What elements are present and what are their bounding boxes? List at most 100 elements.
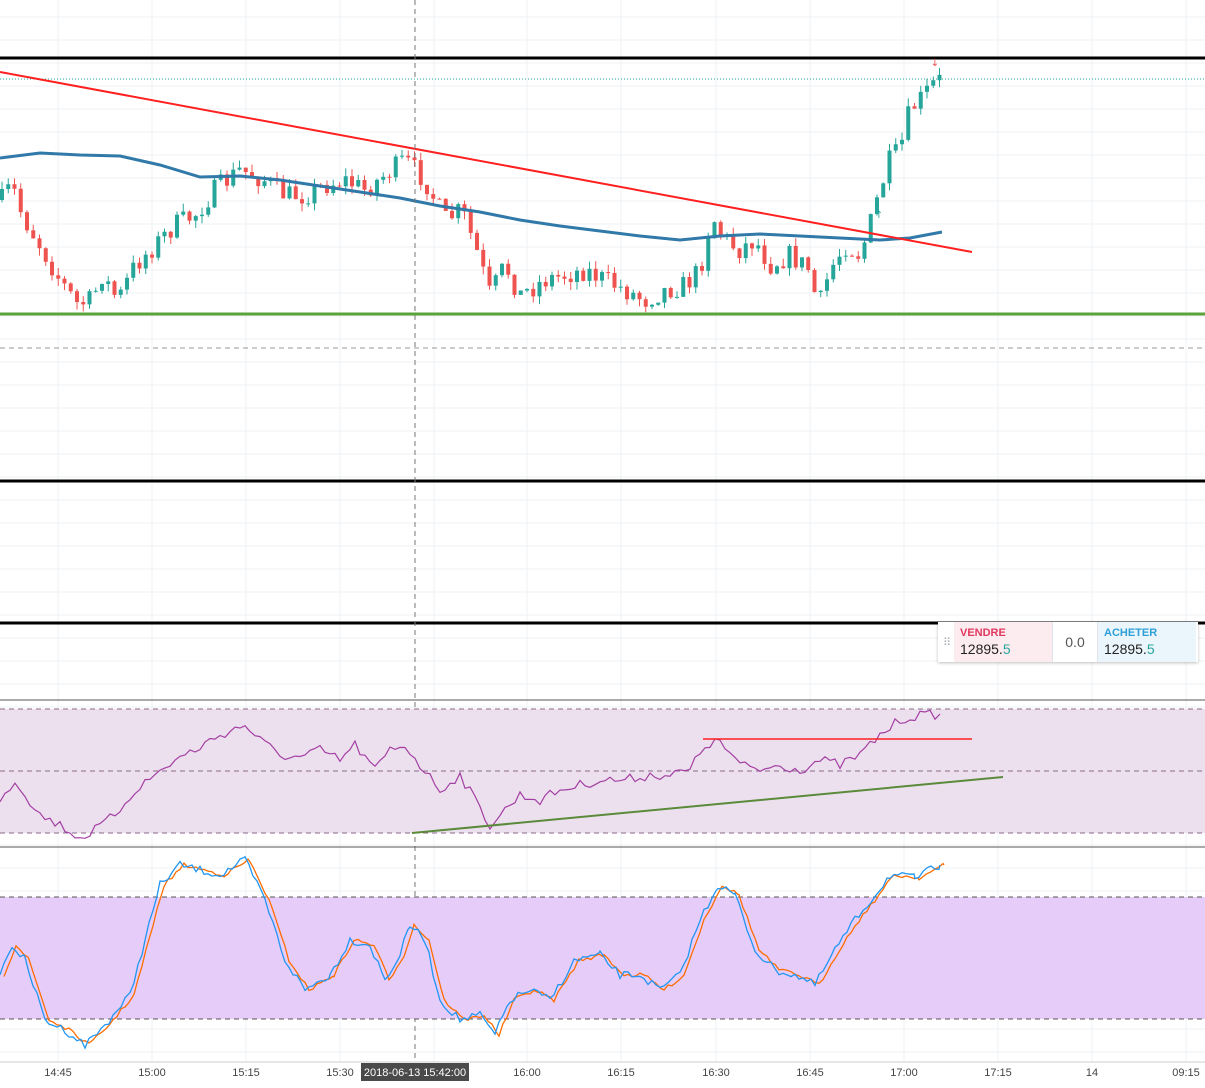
candle-body	[468, 211, 473, 233]
candle-body	[843, 255, 848, 257]
candle-body	[400, 155, 404, 157]
candle-body	[306, 203, 311, 205]
candle-body	[287, 186, 292, 199]
candle-body	[512, 274, 517, 295]
time-tick-label: 16:15	[607, 1067, 635, 1079]
candle-body	[356, 180, 361, 187]
candle-body	[106, 281, 111, 284]
moving-average-line	[0, 151, 943, 242]
price-pane[interactable]: ↑↓	[0, 0, 1205, 1062]
candle-body	[300, 199, 304, 204]
candle-body	[62, 278, 67, 284]
drag-handle-icon[interactable]: ⠿	[942, 636, 951, 649]
trade-widget: ⠿ VENDRE 12895.5 0.0 ACHETER 12895.5	[938, 622, 1198, 662]
candle-body	[262, 181, 267, 187]
candle-body	[756, 245, 761, 249]
candle-body	[250, 172, 254, 178]
spread-value: 0.0	[1052, 622, 1098, 662]
candle-body	[456, 204, 461, 219]
candle-body	[0, 189, 4, 200]
candle-body	[337, 185, 342, 187]
candle-body	[937, 74, 942, 81]
time-tick-label: 15:30	[326, 1067, 354, 1079]
candle-body	[606, 272, 611, 274]
candle-body	[800, 257, 804, 268]
candle-body	[431, 194, 436, 199]
candle-body	[493, 275, 498, 286]
crosshair-time-label-bg	[361, 1063, 469, 1081]
candle-body	[762, 245, 767, 264]
candle-body	[812, 269, 817, 293]
oscillator-pane[interactable]	[0, 699, 1205, 839]
candle-body	[175, 214, 179, 238]
oscillator-line	[0, 709, 941, 839]
buy-price: 12895.5	[1104, 641, 1155, 657]
candle-body	[600, 272, 604, 281]
candle-body	[150, 254, 154, 258]
time-tick-label: 14	[1086, 1067, 1098, 1079]
candle-body	[293, 186, 298, 200]
candle-body	[100, 283, 104, 291]
candle-body	[412, 157, 417, 161]
candle-body	[131, 262, 136, 278]
candle-body	[750, 243, 754, 249]
candle-body	[81, 302, 86, 305]
candle-body	[443, 198, 448, 211]
candle-body	[875, 197, 879, 215]
candle-body	[550, 274, 554, 287]
candle-body	[681, 277, 686, 297]
candle-body	[225, 174, 229, 186]
stochastic-pane[interactable]	[0, 846, 1205, 1050]
candle-body	[837, 256, 842, 265]
candle-body	[781, 266, 786, 269]
candle-body	[18, 188, 23, 213]
candle-body	[381, 176, 386, 180]
candle-body	[118, 289, 123, 295]
candle-body	[162, 231, 167, 237]
buy-button[interactable]: ACHETER 12895.5	[1098, 622, 1196, 662]
sell-price: 12895.5	[960, 641, 1011, 657]
candle-body	[350, 176, 354, 187]
candle-body	[243, 167, 248, 173]
sell-button[interactable]: VENDRE 12895.5	[954, 622, 1052, 662]
candle-body	[856, 256, 861, 259]
candle-body	[731, 234, 736, 249]
candle-body	[525, 288, 529, 291]
time-axis: 14:45 15:00 15:15 15:30 2018-06-13 15:42:00 1…	[0, 1061, 1205, 1088]
candle-body	[637, 292, 642, 300]
candle-body	[56, 275, 61, 279]
candle-body	[687, 277, 692, 288]
candle-body	[6, 184, 11, 190]
candle-body	[437, 198, 442, 200]
candle-body	[918, 91, 923, 109]
candle-body	[581, 270, 586, 281]
candle-body	[656, 302, 661, 305]
candle-body	[168, 231, 173, 238]
candle-body	[543, 281, 548, 287]
time-tick-label: 17:15	[984, 1067, 1012, 1079]
candle-body	[743, 243, 748, 259]
candle-body	[568, 278, 573, 283]
candle-body	[206, 207, 211, 215]
candle-body	[137, 262, 142, 269]
stochastic-band	[0, 897, 1205, 1019]
candle-body	[700, 266, 704, 271]
candle-body	[806, 257, 811, 270]
time-tick-label: 15:00	[138, 1067, 166, 1079]
candle-body	[712, 222, 717, 239]
candle-body	[618, 286, 623, 288]
sell-arrow-icon: ↓	[931, 58, 939, 69]
candle-body	[562, 276, 567, 279]
candle-body	[462, 204, 467, 212]
candle-body	[718, 222, 723, 235]
time-tick-label: 09:15	[1172, 1067, 1200, 1079]
candle-body	[68, 283, 73, 292]
candle-body	[537, 281, 542, 297]
candle-body	[737, 248, 742, 259]
candle-body	[500, 263, 504, 276]
candle-body	[237, 167, 242, 170]
candle-body	[343, 176, 348, 187]
candle-body	[793, 245, 798, 268]
candle-body	[881, 183, 886, 198]
